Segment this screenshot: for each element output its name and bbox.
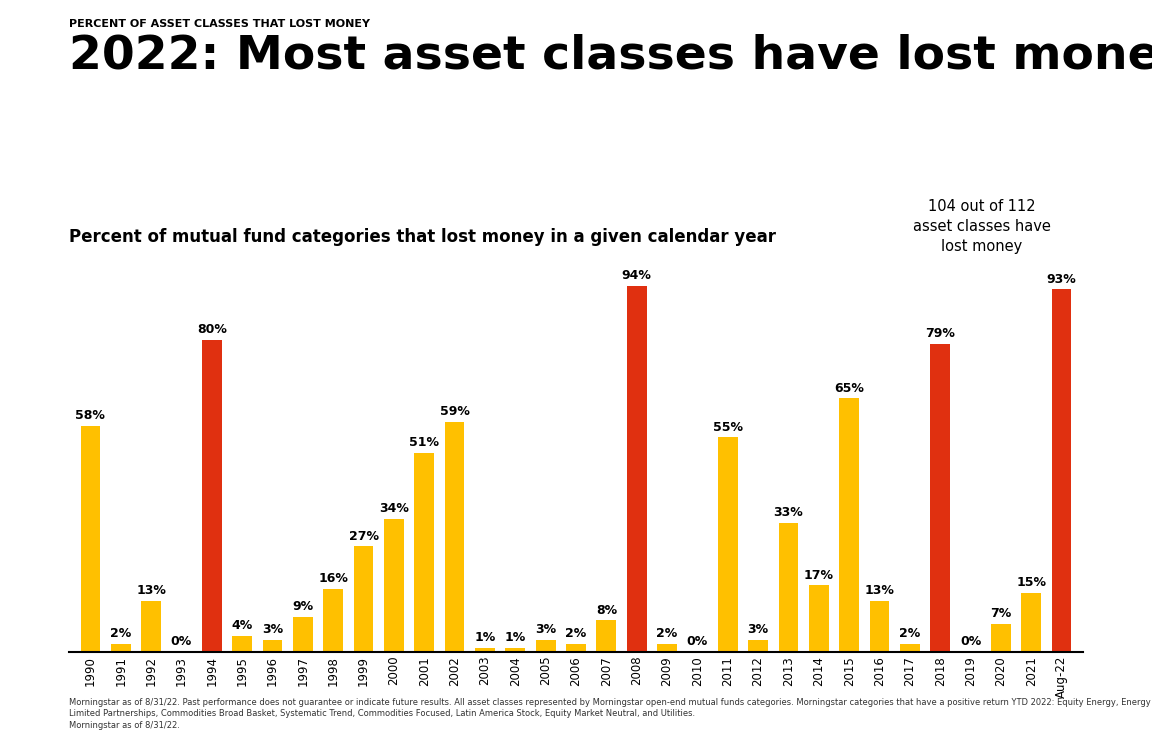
Text: 59%: 59%: [440, 405, 470, 418]
Bar: [1022, 593, 1041, 652]
Bar: [384, 519, 403, 652]
Bar: [263, 640, 282, 652]
Text: 2%: 2%: [566, 627, 586, 640]
Bar: [293, 616, 312, 652]
Bar: [718, 437, 737, 652]
Text: 0%: 0%: [960, 634, 982, 648]
Text: 104 out of 112
asset classes have
lost money: 104 out of 112 asset classes have lost m…: [914, 199, 1051, 254]
Text: 27%: 27%: [349, 530, 379, 542]
Bar: [900, 644, 919, 652]
Bar: [111, 644, 130, 652]
Bar: [809, 586, 828, 652]
Text: 93%: 93%: [1047, 273, 1076, 285]
Bar: [81, 425, 100, 652]
Bar: [566, 644, 586, 652]
Text: 2%: 2%: [900, 627, 920, 640]
Text: 94%: 94%: [622, 269, 652, 282]
Text: 51%: 51%: [409, 436, 439, 449]
Text: 3%: 3%: [262, 623, 283, 636]
Bar: [233, 636, 252, 652]
Text: 9%: 9%: [293, 600, 313, 613]
Bar: [991, 625, 1010, 652]
Bar: [324, 589, 343, 652]
Bar: [536, 640, 555, 652]
Bar: [142, 601, 161, 652]
Bar: [445, 422, 464, 652]
Text: 2%: 2%: [657, 627, 677, 640]
Bar: [506, 648, 525, 652]
Text: 7%: 7%: [991, 607, 1011, 620]
Text: 2022: Most asset classes have lost money: 2022: Most asset classes have lost money: [69, 34, 1152, 79]
Bar: [627, 285, 646, 652]
Text: 55%: 55%: [713, 420, 743, 434]
Text: 4%: 4%: [232, 619, 252, 632]
Text: 0%: 0%: [170, 634, 192, 648]
Bar: [931, 344, 950, 652]
Bar: [475, 648, 495, 652]
Bar: [202, 340, 221, 652]
Bar: [1052, 289, 1071, 652]
Text: 33%: 33%: [774, 506, 803, 519]
Bar: [779, 523, 798, 652]
Text: 58%: 58%: [75, 409, 105, 422]
Text: 13%: 13%: [865, 584, 894, 597]
Text: Morningstar as of 8/31/22. Past performance does not guarantee or indicate futur: Morningstar as of 8/31/22. Past performa…: [69, 698, 1151, 718]
Bar: [840, 398, 859, 652]
Bar: [597, 620, 616, 652]
Text: 13%: 13%: [136, 584, 166, 597]
Text: 80%: 80%: [197, 323, 227, 336]
Text: 15%: 15%: [1016, 576, 1046, 589]
Text: 1%: 1%: [475, 631, 495, 644]
Text: 8%: 8%: [596, 604, 617, 616]
Bar: [415, 453, 434, 652]
Text: 2%: 2%: [111, 627, 131, 640]
Bar: [657, 644, 677, 652]
Bar: [749, 640, 768, 652]
Text: Morningstar as of 8/31/22.: Morningstar as of 8/31/22.: [69, 721, 183, 730]
Text: 17%: 17%: [804, 568, 834, 581]
Text: 0%: 0%: [687, 634, 708, 648]
Text: PERCENT OF ASSET CLASSES THAT LOST MONEY: PERCENT OF ASSET CLASSES THAT LOST MONEY: [69, 19, 370, 28]
Text: 16%: 16%: [318, 572, 348, 586]
Text: 65%: 65%: [834, 381, 864, 395]
Bar: [354, 547, 373, 652]
Text: 1%: 1%: [505, 631, 526, 644]
Text: Percent of mutual fund categories that lost money in a given calendar year: Percent of mutual fund categories that l…: [69, 228, 776, 246]
Text: 34%: 34%: [379, 503, 409, 515]
Bar: [870, 601, 889, 652]
Text: 79%: 79%: [925, 327, 955, 340]
Text: 3%: 3%: [535, 623, 556, 636]
Text: 3%: 3%: [748, 623, 768, 636]
